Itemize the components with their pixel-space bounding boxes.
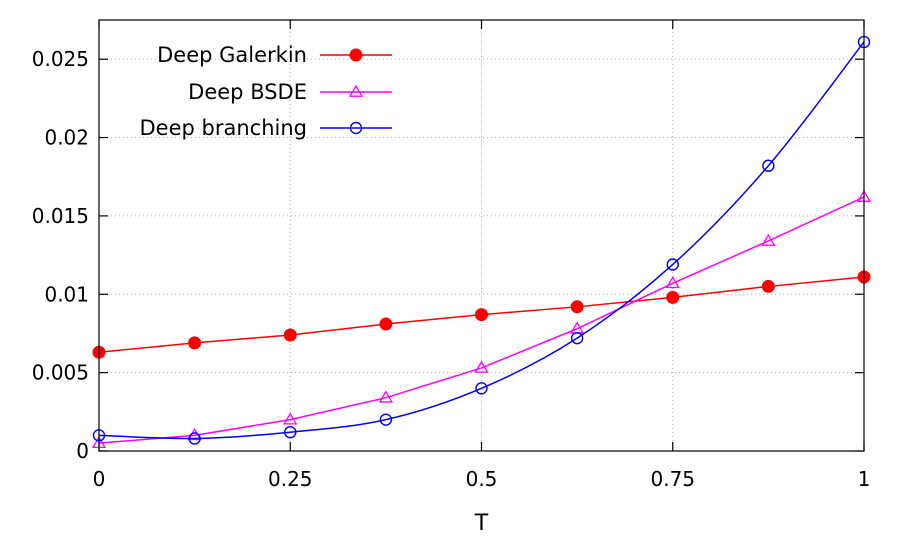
y-tick-label: 0.005 (32, 361, 89, 385)
data-point (475, 382, 488, 395)
data-point (570, 331, 584, 345)
data-point (762, 159, 775, 172)
x-tick-label: 0 (93, 467, 106, 491)
y-tick-label: 0 (76, 439, 89, 463)
y-tick-label: 0.02 (44, 126, 89, 150)
legend-label: Deep Galerkin (157, 43, 307, 67)
data-point (284, 425, 297, 439)
data-point (569, 321, 585, 334)
x-tick-label: 0.75 (650, 467, 695, 491)
y-tick-label: 0.015 (32, 204, 89, 228)
data-point (475, 308, 488, 322)
data-point (570, 300, 584, 314)
legend: Deep Galerkin Deep BSDE Deep branching (140, 43, 392, 140)
axis-ticks: 0 0.005 0.01 0.015 0.02 0.025 0 0.25 0.5 0.75 1 (32, 20, 871, 491)
legend-marker (349, 48, 363, 62)
series-layer (91, 35, 872, 449)
data-point (379, 413, 393, 426)
legend-item-deep-branching: Deep branching (140, 116, 392, 140)
legend-label: Deep BSDE (188, 80, 307, 104)
series-deep-galerkin (92, 270, 871, 359)
data-point (666, 258, 679, 271)
data-point (665, 276, 680, 289)
data-point (761, 233, 776, 246)
legend-marker (349, 121, 363, 135)
x-tick-label: 1 (858, 467, 871, 491)
x-axis-title: T (474, 511, 489, 536)
data-point (761, 279, 775, 293)
legend-marker (348, 84, 364, 97)
data-point (379, 317, 393, 331)
data-point (188, 336, 202, 350)
data-point (474, 360, 489, 373)
data-point (666, 290, 680, 304)
legend-item-deep-bsde: Deep BSDE (188, 80, 392, 104)
x-tick-label: 0.25 (268, 467, 313, 491)
data-point (283, 328, 297, 342)
x-tick-label: 0.5 (466, 467, 498, 491)
series-line (98, 196, 865, 444)
legend-label: Deep branching (140, 116, 308, 140)
data-point (378, 390, 394, 403)
data-point (283, 412, 298, 425)
legend-item-deep-galerkin: Deep Galerkin (157, 43, 392, 67)
data-point (188, 432, 201, 445)
y-tick-label: 0.025 (32, 47, 89, 71)
y-tick-label: 0.01 (44, 282, 89, 306)
series-line (98, 41, 865, 440)
